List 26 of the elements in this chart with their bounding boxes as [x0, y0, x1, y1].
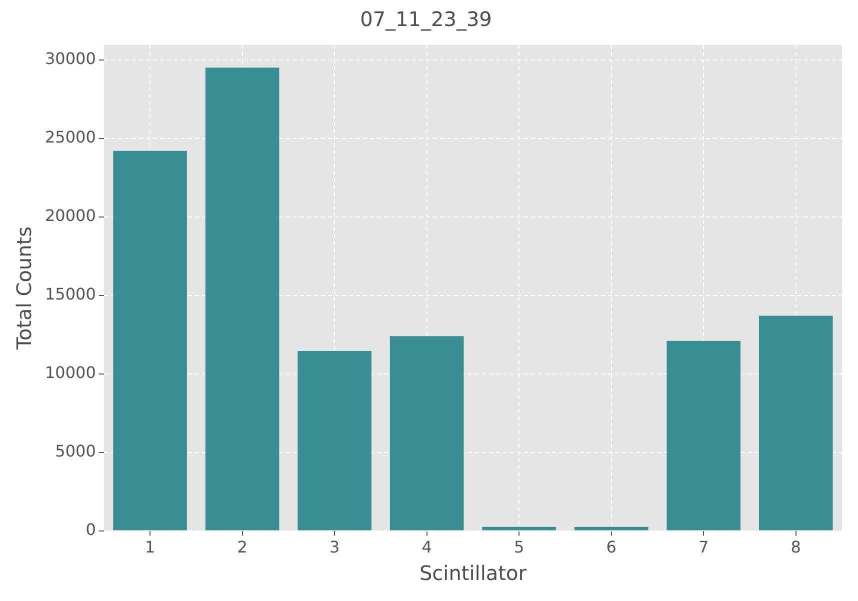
y-tick-label: 25000: [44, 127, 96, 146]
x-tick-label: 3: [329, 538, 340, 557]
x-tick-label: 1: [144, 538, 156, 557]
bar: [758, 316, 833, 530]
bar: [205, 68, 280, 530]
x-axis-title: Scintillator: [419, 561, 528, 586]
y-tick-label: 20000: [44, 206, 96, 225]
y-tick-label: 0: [86, 520, 96, 539]
bar: [298, 351, 372, 530]
y-tick-label: 5000: [55, 441, 96, 460]
bar: [574, 526, 648, 530]
y-tick-label: 10000: [44, 362, 96, 382]
y-tick-label: 30000: [44, 48, 96, 68]
bar: [390, 336, 464, 530]
bar: [113, 150, 187, 530]
x-tick-label: 2: [237, 538, 248, 557]
x-tick-label: 8: [790, 538, 801, 557]
x-tick-label: 4: [422, 538, 432, 557]
x-tick-label: 7: [698, 538, 709, 557]
bar: [482, 526, 556, 530]
bar: [666, 340, 741, 530]
x-tick-label: 5: [514, 538, 524, 557]
y-tick-label: 15000: [44, 284, 96, 304]
chart-title: 07_11_23_39: [360, 7, 492, 32]
x-tick-label: 6: [606, 538, 616, 557]
y-axis-title: Total Counts: [12, 226, 36, 350]
